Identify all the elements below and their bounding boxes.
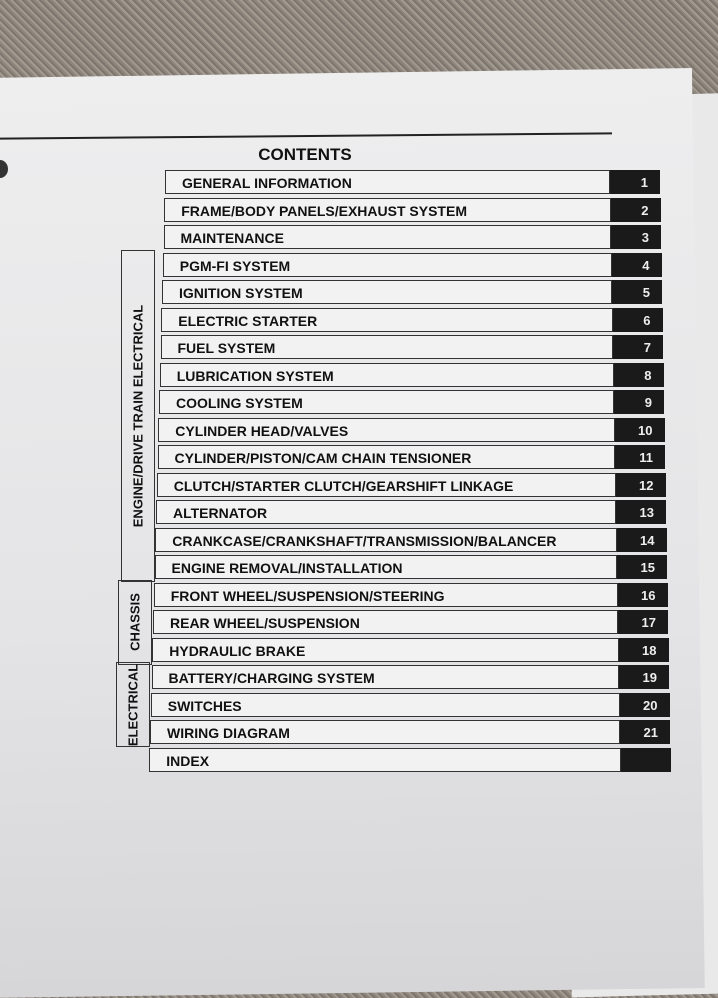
section-number-tab: 11 [615, 445, 665, 469]
section-number-tab: 2 [610, 197, 661, 222]
section-group-label: CHASSIS [118, 579, 153, 665]
section-title: CYLINDER HEAD/VALVES [175, 422, 349, 439]
toc-row[interactable]: WIRING DIAGRAM [150, 720, 620, 744]
toc-row[interactable]: GENERAL INFORMATION [165, 170, 610, 194]
section-title: BATTERY/CHARGING SYSTEM [168, 670, 375, 686]
section-title: CLUTCH/STARTER CLUTCH/GEARSHIFT LINKAGE [173, 477, 514, 494]
section-number-tab: 18 [618, 637, 669, 662]
toc-row[interactable]: CYLINDER/PISTON/CAM CHAIN TENSIONER [157, 445, 615, 469]
section-number-tab: 20 [619, 692, 670, 717]
toc-row[interactable]: FRONT WHEEL/SUSPENSION/STEERING [153, 582, 618, 607]
toc-row[interactable]: IGNITION SYSTEM [162, 280, 612, 304]
toc-row[interactable]: FUEL SYSTEM [160, 335, 613, 359]
section-number-tab: 21 [620, 720, 670, 744]
section-title: ALTERNATOR [173, 505, 268, 521]
section-title: WIRING DIAGRAM [167, 725, 290, 741]
toc-row[interactable]: CRANKCASE/CRANKSHAFT/TRANSMISSION/BALANC… [155, 527, 617, 552]
section-title: HYDRAULIC BRAKE [169, 642, 306, 659]
toc-row[interactable]: CLUTCH/STARTER CLUTCH/GEARSHIFT LINKAGE [156, 472, 616, 497]
toc-row[interactable]: LUBRICATION SYSTEM [159, 362, 614, 387]
section-number-tab: 12 [615, 472, 666, 497]
section-number-tab: 19 [619, 665, 669, 689]
section-number-tab [620, 747, 671, 772]
section-title: ELECTRIC STARTER [178, 312, 318, 329]
section-number-tab: 9 [614, 390, 664, 414]
section-number-tab: 13 [616, 500, 666, 524]
section-title: SWITCHES [167, 697, 242, 714]
section-number-tab: 10 [614, 417, 665, 442]
section-number-tab: 4 [611, 252, 662, 277]
group-label-text: CHASSIS [127, 593, 143, 651]
toc-row[interactable]: REAR WHEEL/SUSPENSION [153, 610, 618, 634]
toc-row[interactable]: INDEX [149, 747, 621, 772]
section-title: CRANKCASE/CRANKSHAFT/TRANSMISSION/BALANC… [172, 532, 557, 549]
section-number-tab: 6 [612, 307, 663, 332]
section-title: INDEX [166, 752, 210, 769]
toc-row[interactable]: HYDRAULIC BRAKE [152, 637, 619, 662]
section-title: CYLINDER/PISTON/CAM CHAIN TENSIONER [174, 450, 472, 466]
toc-row[interactable]: CYLINDER HEAD/VALVES [158, 417, 615, 442]
section-title: ENGINE REMOVAL/INSTALLATION [171, 560, 403, 576]
section-group-label: ENGINE/DRIVE TRAIN ELECTRICAL [120, 249, 155, 582]
section-number-tab: 17 [618, 610, 668, 634]
section-title: FUEL SYSTEM [177, 340, 276, 356]
toc-row[interactable]: SWITCHES [150, 692, 620, 717]
section-number-tab: 16 [617, 582, 668, 607]
toc-row[interactable]: BATTERY/CHARGING SYSTEM [151, 665, 619, 689]
toc-row[interactable]: FRAME/BODY PANELS/EXHAUST SYSTEM [164, 197, 611, 222]
section-title: REAR WHEEL/SUSPENSION [170, 615, 360, 631]
toc-row[interactable]: ENGINE REMOVAL/INSTALLATION [154, 555, 617, 579]
section-group-label: ELECTRICAL [116, 662, 150, 747]
section-number-tab: 8 [613, 362, 664, 387]
toc-row[interactable]: ALTERNATOR [156, 500, 616, 524]
group-label-text: ENGINE/DRIVE TRAIN ELECTRICAL [130, 304, 145, 527]
section-title: FRONT WHEEL/SUSPENSION/STEERING [170, 587, 445, 604]
page-title: CONTENTS [258, 145, 352, 164]
section-number-tab: 15 [617, 555, 667, 579]
section-title: LUBRICATION SYSTEM [176, 367, 334, 384]
toc-row[interactable]: MAINTENANCE [163, 225, 611, 249]
section-title: MAINTENANCE [180, 230, 284, 246]
section-title: PGM-FI SYSTEM [179, 257, 291, 274]
section-title: FRAME/BODY PANELS/EXHAUST SYSTEM [181, 202, 467, 219]
binder-hole [0, 160, 8, 178]
toc-row[interactable]: ELECTRIC STARTER [161, 307, 613, 332]
toc-row[interactable]: COOLING SYSTEM [159, 390, 614, 414]
toc-row[interactable]: PGM-FI SYSTEM [162, 252, 612, 277]
section-title: COOLING SYSTEM [176, 395, 303, 411]
section-number-tab: 1 [610, 170, 660, 194]
section-number-tab: 5 [612, 280, 662, 304]
section-number-tab: 3 [611, 225, 661, 249]
section-number-tab: 14 [616, 527, 667, 552]
section-title: GENERAL INFORMATION [182, 175, 352, 191]
section-title: IGNITION SYSTEM [179, 285, 303, 301]
group-label-text: ELECTRICAL [125, 663, 141, 746]
section-number-tab: 7 [613, 335, 663, 359]
